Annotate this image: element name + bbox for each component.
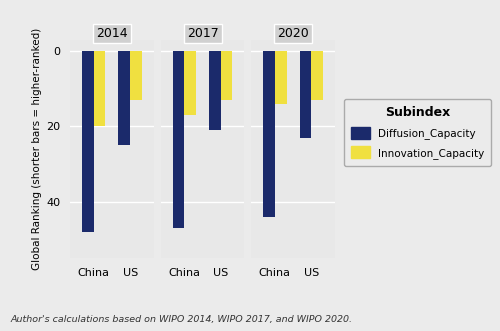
Bar xyxy=(172,51,184,228)
Bar xyxy=(82,51,94,232)
Y-axis label: Global Ranking (shorter bars = higher-ranked): Global Ranking (shorter bars = higher-ra… xyxy=(32,28,42,270)
Bar xyxy=(118,51,130,145)
Text: 2020: 2020 xyxy=(277,27,309,40)
Bar xyxy=(220,51,232,100)
Bar xyxy=(130,51,142,100)
Text: 2014: 2014 xyxy=(96,27,128,40)
Text: 2017: 2017 xyxy=(186,27,218,40)
Bar xyxy=(209,51,220,130)
Bar xyxy=(184,51,196,115)
Legend: Diffusion_Capacity, Innovation_Capacity: Diffusion_Capacity, Innovation_Capacity xyxy=(344,99,492,166)
Bar xyxy=(300,51,312,138)
Bar xyxy=(263,51,275,217)
Bar xyxy=(94,51,106,126)
Text: Author's calculations based on WIPO 2014, WIPO 2017, and WIPO 2020.: Author's calculations based on WIPO 2014… xyxy=(10,315,352,324)
Bar xyxy=(275,51,286,104)
Bar xyxy=(312,51,323,100)
